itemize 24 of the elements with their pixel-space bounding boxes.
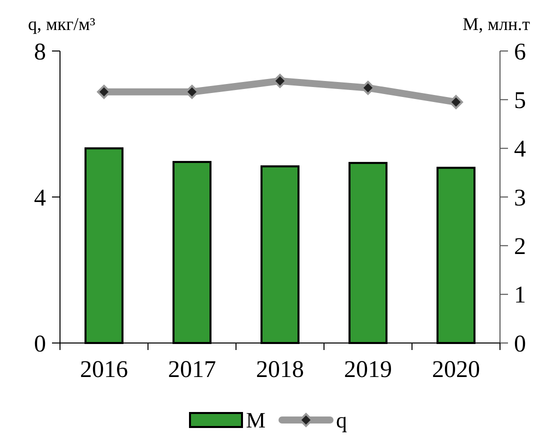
x-tick-label: 2019 <box>344 357 392 383</box>
y-tick-label: 8 <box>34 39 46 66</box>
point <box>97 84 111 99</box>
x-tick-label: 2017 <box>168 357 216 383</box>
y-tick-label: 0 <box>34 331 46 358</box>
legend-label: M <box>246 408 266 433</box>
y2-tick-label: 1 <box>514 282 526 309</box>
y2-tick-label: 4 <box>514 136 526 163</box>
y2-tick-label: 0 <box>514 331 526 358</box>
y2-tick-label: 6 <box>514 39 526 66</box>
legend-label: q <box>336 408 347 433</box>
point <box>273 74 287 88</box>
x-tick-label: 2018 <box>256 357 304 383</box>
point <box>449 95 463 110</box>
point <box>185 84 199 99</box>
y2-tick-label: 3 <box>514 185 526 212</box>
y2-tick-label: 2 <box>514 234 526 260</box>
x-tick-label: 2016 <box>80 357 128 383</box>
y2-tick-label: 5 <box>514 88 526 114</box>
y-axis-title: q, мкг/м³ <box>28 14 96 34</box>
x-tick-label: 2020 <box>432 357 480 383</box>
y-tick-label: 4 <box>34 185 46 212</box>
y2-axis-title: M, млн.т <box>462 14 530 34</box>
point <box>361 80 375 95</box>
